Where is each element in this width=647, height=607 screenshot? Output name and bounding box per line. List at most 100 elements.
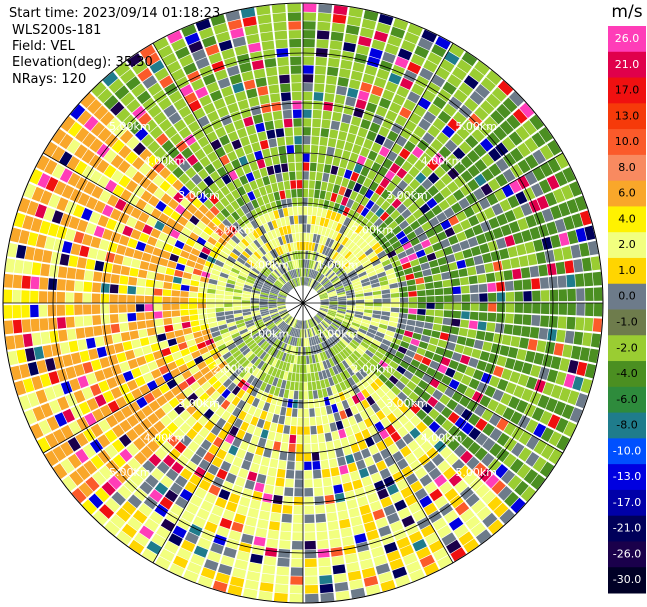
velocity-gate bbox=[201, 123, 214, 135]
velocity-gate bbox=[348, 415, 357, 426]
velocity-gate bbox=[303, 426, 310, 435]
velocity-gate bbox=[139, 431, 153, 445]
velocity-gate bbox=[349, 190, 358, 201]
velocity-gate bbox=[462, 248, 473, 259]
velocity-gate bbox=[133, 423, 146, 436]
velocity-gate bbox=[280, 322, 287, 330]
velocity-gate bbox=[246, 571, 261, 582]
velocity-gate bbox=[347, 87, 359, 99]
velocity-gate bbox=[319, 309, 328, 314]
velocity-gate bbox=[226, 403, 236, 414]
velocity-gate bbox=[304, 479, 313, 488]
velocity-gate bbox=[88, 493, 104, 509]
velocity-gate bbox=[354, 314, 363, 319]
velocity-gate bbox=[279, 370, 285, 380]
velocity-gate bbox=[432, 223, 444, 234]
velocity-gate bbox=[421, 178, 433, 190]
velocity-gate bbox=[364, 335, 374, 342]
velocity-gate bbox=[218, 39, 233, 52]
velocity-gate bbox=[318, 566, 332, 576]
velocity-gate bbox=[394, 56, 409, 69]
velocity-gate bbox=[110, 514, 126, 529]
velocity-gate bbox=[133, 142, 146, 156]
velocity-gate bbox=[251, 387, 259, 397]
velocity-gate bbox=[364, 521, 377, 533]
velocity-gate bbox=[193, 209, 204, 220]
velocity-gate bbox=[241, 303, 251, 307]
velocity-gate bbox=[316, 425, 324, 434]
velocity-gate bbox=[296, 364, 300, 373]
velocity-gate bbox=[240, 7, 256, 19]
velocity-gate bbox=[427, 125, 441, 138]
velocity-gate bbox=[483, 207, 496, 220]
velocity-gate bbox=[281, 264, 287, 273]
velocity-gate bbox=[474, 159, 488, 172]
velocity-gate bbox=[254, 282, 263, 288]
velocity-gate bbox=[91, 304, 101, 315]
velocity-gate bbox=[256, 5, 271, 16]
velocity-gate bbox=[155, 133, 169, 146]
velocity-gate bbox=[592, 318, 602, 333]
velocity-gate bbox=[204, 397, 215, 408]
velocity-gate bbox=[68, 420, 82, 436]
velocity-gate bbox=[48, 278, 58, 291]
velocity-gate bbox=[316, 30, 330, 40]
velocity-gate bbox=[264, 332, 272, 340]
velocity-gate bbox=[317, 12, 332, 22]
velocity-gate bbox=[406, 560, 422, 574]
velocity-gate bbox=[260, 340, 268, 349]
velocity-gate bbox=[383, 138, 395, 150]
velocity-gate bbox=[510, 497, 526, 514]
velocity-gate bbox=[541, 208, 554, 223]
velocity-gate bbox=[336, 401, 344, 412]
velocity-gate bbox=[344, 251, 353, 259]
velocity-gate bbox=[413, 386, 424, 397]
velocity-gate bbox=[397, 507, 411, 520]
velocity-gate bbox=[260, 392, 269, 402]
velocity-gate bbox=[208, 322, 218, 328]
velocity-gate bbox=[391, 303, 400, 308]
velocity-gate bbox=[513, 314, 523, 325]
velocity-gate bbox=[254, 217, 263, 227]
velocity-gate bbox=[337, 353, 345, 362]
velocity-gate bbox=[319, 217, 326, 227]
velocity-gate bbox=[275, 247, 282, 256]
velocity-gate bbox=[253, 536, 266, 547]
velocity-gate bbox=[356, 44, 370, 56]
velocity-gate bbox=[278, 145, 287, 155]
velocity-gate bbox=[368, 93, 381, 105]
velocity-gate bbox=[363, 177, 373, 188]
velocity-gate bbox=[254, 150, 264, 161]
velocity-gate bbox=[313, 92, 324, 101]
velocity-gate bbox=[153, 111, 167, 125]
velocity-gate bbox=[443, 466, 457, 480]
velocity-gate bbox=[53, 180, 67, 196]
velocity-gate bbox=[219, 517, 233, 529]
velocity-gate bbox=[252, 114, 264, 124]
velocity-gate bbox=[226, 181, 236, 192]
velocity-gate bbox=[185, 167, 197, 179]
velocity-gate bbox=[162, 52, 177, 67]
velocity-gate bbox=[138, 329, 148, 338]
velocity-gate bbox=[448, 43, 465, 58]
velocity-gate bbox=[289, 363, 294, 373]
velocity-gate bbox=[173, 119, 187, 132]
velocity-gate bbox=[400, 303, 409, 308]
velocity-gate bbox=[300, 259, 303, 268]
velocity-gate bbox=[38, 304, 48, 317]
velocity-gate bbox=[225, 10, 241, 22]
velocity-gate bbox=[369, 181, 379, 192]
velocity-gate bbox=[59, 168, 73, 183]
velocity-gate bbox=[337, 204, 346, 214]
range-label: 1.00km bbox=[317, 328, 359, 341]
velocity-gate bbox=[214, 69, 228, 81]
velocity-gate bbox=[169, 229, 181, 239]
velocity-gate bbox=[420, 262, 430, 271]
velocity-gate bbox=[303, 320, 305, 329]
velocity-gate bbox=[216, 468, 228, 480]
velocity-gate bbox=[372, 339, 382, 347]
velocity-gate bbox=[145, 279, 155, 288]
velocity-gate bbox=[331, 403, 339, 413]
velocity-gate bbox=[376, 460, 387, 472]
velocity-gate bbox=[284, 315, 292, 323]
